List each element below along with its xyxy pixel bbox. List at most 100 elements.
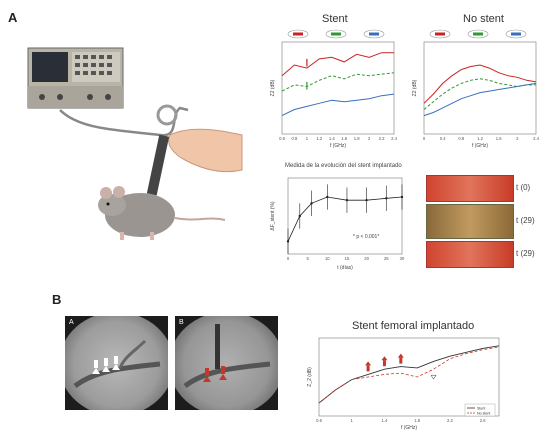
plot-frame [281, 41, 395, 135]
legend-icon [287, 29, 309, 39]
x-tick-label: 0.8 [458, 136, 464, 141]
x-tick-label: 15 [345, 256, 350, 261]
tissue-photo-t29-b [426, 241, 514, 268]
x-tick-label: 2.4 [391, 136, 397, 141]
fluoro-left-label: A [69, 319, 74, 326]
y-axis-label: ΔF_stent (%) [270, 201, 276, 231]
series-line-2 [423, 82, 537, 117]
legend-icon [429, 29, 451, 39]
y-axis-label: Z_2 (dB) [307, 367, 313, 387]
x-tick-label: 1.2 [316, 136, 322, 141]
x-tick-label: 25 [384, 256, 389, 261]
x-axis-label: f (GHz) [401, 425, 417, 430]
data-point [286, 240, 290, 243]
x-tick-label: 1.2 [477, 136, 483, 141]
series-line-2 [281, 93, 395, 117]
x-tick-label: 1.4 [382, 418, 388, 423]
x-tick-label: 5 [306, 256, 309, 261]
legend-swatch [473, 32, 483, 36]
legend-swatch [435, 32, 445, 36]
fluoro-image-right: B [175, 316, 278, 410]
x-tick-label: 1.4 [329, 136, 335, 141]
series-line-0 [287, 196, 403, 242]
x-tick-label: 2.6 [480, 418, 486, 423]
x-axis-label: f (GHz) [472, 143, 488, 148]
x-tick-label: 1.8 [354, 136, 360, 141]
mouse-icon [98, 186, 226, 240]
series-line-1 [423, 78, 536, 110]
legend-icon [325, 29, 347, 39]
x-tick-label: 1.6 [496, 136, 502, 141]
red-arrow-mark [366, 365, 370, 372]
tissue-photo-stack: t (0) t (29) t (29) [426, 175, 541, 268]
evolution-chart-title: Medida de la evolución del stent implant… [285, 163, 402, 169]
x-tick-label: 2.4 [533, 136, 539, 141]
photo-label-t0: t (0) [516, 183, 531, 192]
x-axis-label: f (GHz) [330, 143, 346, 148]
stent-line-chart: 0.6 0.8 1 1.2 1.4 1.6 1.8 2 2.2 2.4 f (GHz) Z2 (dB) [270, 29, 398, 148]
x-tick-label: 0.4 [440, 136, 446, 141]
fluoro-right-label: B [179, 319, 184, 326]
photo-label-t29-b: t (29) [516, 249, 535, 258]
x-tick-label: 2.2 [379, 136, 385, 141]
x-tick-label: 0 [423, 136, 426, 141]
evolution-error-chart: 0 5 10 15 20 25 30 t (días) ΔF_stent (%) * p < 0.… [270, 177, 405, 270]
legend-icon [505, 29, 527, 39]
series-line-1 [318, 346, 500, 404]
plot-frame [287, 177, 403, 255]
red-arrow-mark [397, 353, 404, 358]
x-tick-label: 20 [364, 256, 369, 261]
tissue-photo-t29-a [426, 204, 514, 239]
legend-swatch [369, 32, 379, 36]
x-tick-label: 1.6 [341, 136, 347, 141]
x-tick-label: 0.8 [292, 136, 298, 141]
red-arrow-mark [381, 356, 388, 361]
nostent-chart-title: No stent [463, 13, 504, 25]
x-tick-label: 2 [516, 136, 519, 141]
panel-a-label: A [8, 10, 18, 25]
series-line-1 [281, 72, 395, 92]
nostent-line-chart: 0 0.4 0.8 1.2 1.6 2 2.4 f (GHz) Z2 (dB) [412, 29, 540, 148]
legend-icon [467, 29, 489, 39]
x-tick-label: 30 [400, 256, 405, 261]
x-tick-label: 10 [325, 256, 330, 261]
fluoro-image-left: A [65, 316, 168, 410]
legend-swatch [331, 32, 341, 36]
x-tick-label: 2.2 [447, 418, 453, 423]
x-tick-label: 0.6 [316, 418, 322, 423]
x-tick-label: 1 [351, 418, 354, 423]
legend-label-stent: Stent [477, 407, 485, 411]
data-point [345, 198, 349, 202]
legend-label-nostent: No stent [477, 412, 490, 416]
y-axis-label: Z2 (dB) [412, 79, 418, 96]
x-tick-label: 1.8 [414, 418, 420, 423]
series-line-0 [281, 52, 394, 77]
series-line-0 [318, 345, 500, 404]
data-point [365, 198, 368, 202]
x-tick-label: 0 [287, 256, 290, 261]
tissue-photo-t0 [426, 175, 514, 202]
p-value-note: * p < 0.001* [353, 234, 379, 240]
femoral-chart-title: Stent femoral implantado [352, 320, 475, 332]
x-tick-label: 2 [368, 136, 371, 141]
legend-swatch [293, 32, 303, 36]
panel-b-label: B [52, 292, 62, 307]
plot-frame [423, 41, 537, 135]
stent-chart-title: Stent [322, 13, 348, 25]
legend-icon [363, 29, 385, 39]
x-tick-label: 1 [306, 136, 309, 141]
network-analyzer-icon [27, 47, 124, 109]
photo-label-t29-a: t (29) [516, 216, 535, 225]
legend-swatch [511, 32, 521, 36]
plot-frame [318, 337, 500, 417]
series-line-0 [423, 64, 537, 104]
data-point [385, 197, 388, 200]
legend-box [464, 403, 496, 417]
red-arrow-mark [365, 361, 372, 366]
y-axis-label: Z2 (dB) [270, 79, 276, 96]
x-axis-label: t (días) [337, 265, 353, 270]
data-point [298, 214, 301, 218]
data-point [310, 202, 313, 205]
setup-illustration [27, 47, 243, 240]
data-point [326, 195, 329, 199]
